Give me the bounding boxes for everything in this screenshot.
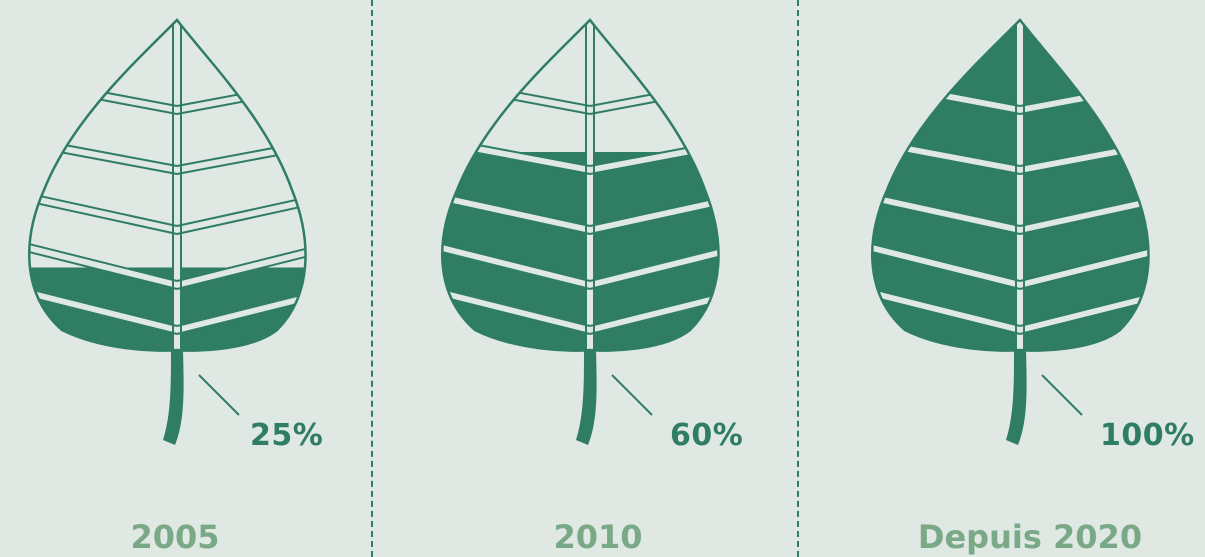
leaf-icon [28, 18, 307, 445]
leaf-panel-2010: 60% 2010 [410, 0, 782, 557]
leaf-panel-depuis-2020: 100% Depuis 2020 [850, 0, 1205, 557]
leaf-panel-2005: 25% 2005 [0, 0, 372, 557]
year-label: 2005 [130, 518, 220, 556]
dashed-divider [797, 0, 799, 557]
year-label: 2010 [553, 518, 643, 556]
leaf-fill [442, 152, 719, 351]
percent-label: 25% [250, 418, 324, 453]
percent-label: 100% [1100, 418, 1195, 453]
leaf-icon [441, 18, 720, 445]
percent-label: 60% [670, 418, 744, 453]
year-label: Depuis 2020 [917, 518, 1143, 556]
leaf-icon [871, 18, 1150, 445]
dashed-divider [371, 0, 373, 557]
